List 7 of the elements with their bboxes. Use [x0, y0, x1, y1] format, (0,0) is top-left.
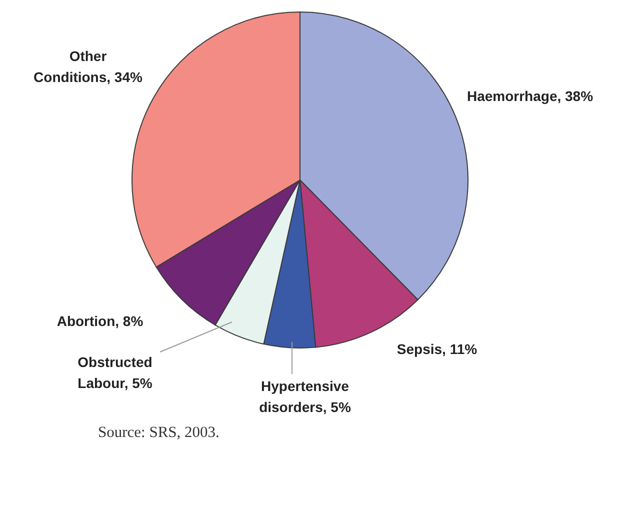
slice-label: Abortion, 8%: [56, 312, 144, 331]
slice-label: Obstructed Labour, 5%: [76, 353, 154, 393]
slice-label: Haemorrhage, 38%: [466, 87, 594, 106]
slice-label: Hypertensive disorders, 5%: [258, 377, 352, 417]
source-note: Source: SRS, 2003.: [98, 424, 220, 441]
slice-label: Other Conditions, 34%: [32, 47, 144, 87]
slice-label: Sepsis, 11%: [396, 340, 478, 359]
